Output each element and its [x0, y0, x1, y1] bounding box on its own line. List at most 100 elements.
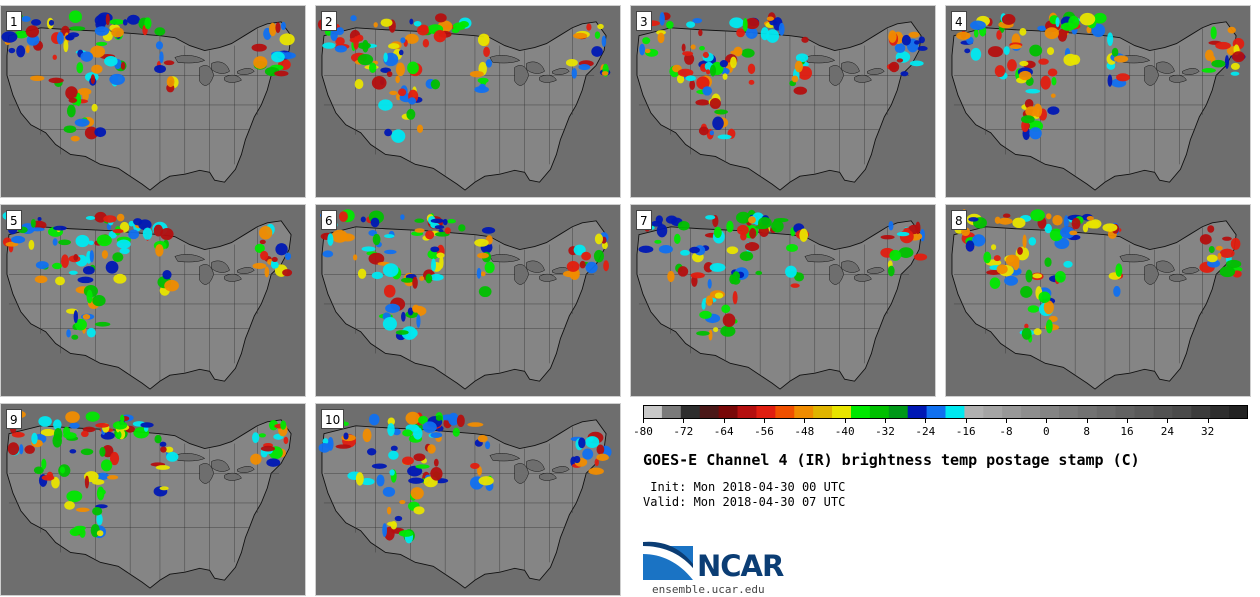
colorbar-tick-label: 32: [1201, 425, 1215, 438]
panel-number: 6: [321, 210, 337, 230]
colorbar-tick: [804, 419, 806, 423]
forecast-panel-1: 1: [0, 5, 306, 198]
colorbar-tick: [1127, 419, 1128, 423]
colorbar-tick: [885, 419, 886, 423]
colorbar-swatch: [964, 405, 984, 419]
colorbar-tick: [683, 419, 685, 423]
colorbar-tick-label: -24: [915, 425, 936, 438]
forecast-panel-8: 8: [945, 204, 1251, 397]
panel-number: 5: [6, 210, 22, 230]
colorbar-swatch: [926, 405, 946, 419]
colorbar-swatch: [1002, 405, 1022, 419]
colorbar-swatch: [983, 405, 1003, 419]
colorbar-swatch: [699, 405, 720, 419]
ir-map: [946, 6, 1250, 197]
logo-url: ensemble.ucar.edu: [652, 583, 765, 596]
colorbar-swatch: [907, 405, 928, 419]
colorbar-tick-label: 0: [1043, 425, 1050, 438]
colorbar-swatch: [661, 405, 682, 419]
valid-time: Valid: Mon 2018-04-30 07 UTC: [643, 495, 846, 509]
colorbar-tick: [1086, 419, 1088, 423]
colorbar-swatch: [794, 405, 814, 419]
colorbar-swatch: [1229, 405, 1248, 419]
colorbar-tick: [764, 419, 765, 423]
ir-map: [631, 205, 935, 396]
colorbar-tick-label: -64: [713, 425, 734, 438]
forecast-panel-10: 10: [315, 403, 621, 596]
ir-map: [316, 6, 620, 197]
ir-map: [1, 6, 305, 197]
forecast-panel-5: 5: [0, 204, 306, 397]
ncar-logo-icon: [643, 541, 693, 580]
colorbar-swatch: [1191, 405, 1211, 419]
panel-number: 1: [6, 11, 22, 31]
colorbar-swatch: [1153, 405, 1173, 419]
colorbar-swatch: [1096, 405, 1117, 419]
colorbar-swatch: [1040, 405, 1060, 419]
colorbar-swatch: [1134, 405, 1154, 419]
colorbar-tick-label: 8: [1083, 425, 1090, 438]
ir-map: [316, 404, 620, 595]
panel-number: 2: [321, 11, 337, 31]
colorbar-swatch: [756, 405, 776, 419]
colorbar-swatch: [680, 405, 701, 419]
ir-map: [1, 205, 305, 396]
colorbar-tick-label: -80: [633, 425, 653, 438]
panel-number: 3: [636, 11, 652, 31]
ir-map: [316, 205, 620, 396]
colorbar-swatch: [718, 405, 739, 419]
colorbar-tick: [1167, 419, 1169, 423]
colorbar-tick: [925, 419, 927, 423]
forecast-panel-3: 3: [630, 5, 936, 198]
colorbar-tick: [1046, 419, 1048, 423]
panel-number: 10: [321, 409, 345, 429]
colorbar-swatch: [737, 405, 757, 419]
colorbar-axis: -80 -72 -64 -56 -48 -40 -32 -24 -16 -8 0 8 16 24 32: [633, 419, 1248, 441]
figure-title: GOES-E Channel 4 (IR) brightness temp po…: [643, 451, 1140, 469]
colorbar-tick-label: -16: [955, 425, 976, 438]
ir-map: [946, 205, 1250, 396]
colorbar-tick-label: 24: [1160, 425, 1174, 438]
colorbar-tick: [965, 419, 967, 423]
ir-map: [631, 6, 935, 197]
panel-number: 7: [636, 210, 652, 230]
colorbar-swatch: [813, 405, 833, 419]
colorbar-tick-label: -32: [875, 425, 895, 438]
colorbar-swatch: [888, 405, 909, 419]
colorbar-tick: [1006, 419, 1007, 423]
colorbar-swatch: [1058, 405, 1079, 419]
panel-number: 8: [951, 210, 967, 230]
colorbar-swatch: [643, 405, 663, 419]
colorbar-tick: [1207, 419, 1209, 423]
colorbar-swatch: [1210, 405, 1230, 419]
colorbar-swatch: [775, 405, 795, 419]
forecast-panel-4: 4: [945, 5, 1251, 198]
colorbar-tick-label: -8: [999, 425, 1013, 438]
forecast-panel-2: 2: [315, 5, 621, 198]
colorbar-tick: [643, 419, 644, 423]
colorbar-tick: [723, 419, 725, 423]
init-time: Init: Mon 2018-04-30 00 UTC: [643, 480, 846, 494]
colorbar-swatch: [850, 405, 871, 419]
colorbar-swatch: [1077, 405, 1098, 419]
forecast-panel-7: 7: [630, 204, 936, 397]
ir-map: [1, 404, 305, 595]
colorbar-swatch: [869, 405, 890, 419]
colorbar-tick: [844, 419, 846, 423]
colorbar-swatch: [832, 405, 852, 419]
colorbar-swatch: [945, 405, 965, 419]
colorbar-swatch: [1115, 405, 1136, 419]
colorbar-tick-label: -40: [834, 425, 855, 438]
colorbar-tick-label: -56: [754, 425, 774, 438]
colorbar-tick-label: -72: [673, 425, 694, 438]
forecast-panel-9: 9: [0, 403, 306, 596]
colorbar-swatch: [1021, 405, 1041, 419]
panel-number: 4: [951, 11, 967, 31]
forecast-panel-6: 6: [315, 204, 621, 397]
colorbar-swatch: [1172, 405, 1192, 419]
panel-number: 9: [6, 409, 22, 429]
colorbar-frame: [643, 405, 1248, 419]
logo-wordmark: NCAR: [697, 549, 784, 583]
colorbar: [643, 405, 1248, 419]
colorbar-tick-label: 16: [1120, 425, 1134, 438]
